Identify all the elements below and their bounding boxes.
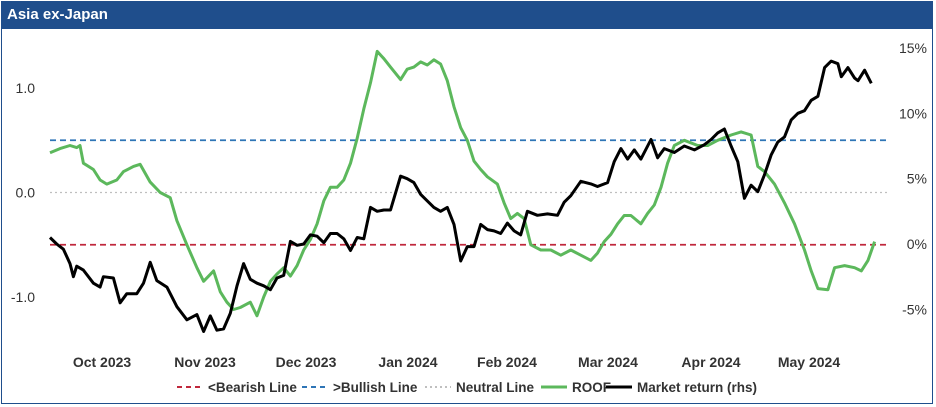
y-right-tick-label: -5% [902,301,927,317]
legend-label: Market return (rhs) [637,380,757,395]
x-tick-label: Dec 2023 [276,354,337,370]
legend-label: Neutral Line [456,380,535,395]
y-left-tick-label: 0.0 [16,185,36,201]
y-right-tick-label: 5% [907,171,927,187]
chart-title: Asia ex-Japan [7,6,108,23]
x-tick-label: May 2024 [778,354,840,370]
y-left-tick-label: 1.0 [16,80,36,96]
x-tick-label: Mar 2024 [578,354,638,370]
series-line-market-return [48,59,873,333]
y-right-tick-label: 0% [907,236,927,252]
x-tick-label: Feb 2024 [477,354,537,370]
y-right-tick-label: 10% [899,105,927,121]
x-tick-label: Jan 2024 [378,354,437,370]
title-bar: Asia ex-Japan [2,2,932,29]
chart-svg: 1.0 0.0 -1.0 15% 10% 5% 0% -5% Oct 2023 Nov 2023 D… [11,40,927,395]
y-left-tick-label: -1.0 [11,289,35,305]
x-tick-label: Apr 2024 [681,354,740,370]
x-tick-label: Nov 2023 [174,354,236,370]
series-line-roof [49,49,877,318]
y-right-tick-label: 15% [899,40,927,56]
legend-label: <Bearish Line [208,380,297,395]
legend-label: ROOF [572,380,611,395]
x-tick-label: Oct 2023 [73,354,132,370]
legend-label: >Bullish Line [333,380,418,395]
